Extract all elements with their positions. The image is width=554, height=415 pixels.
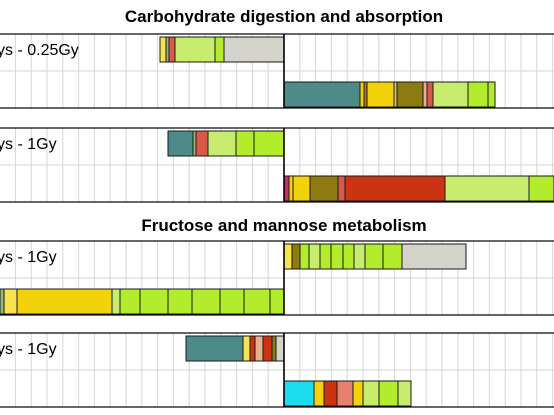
bar-segment-row2-11 bbox=[487, 81, 496, 108]
bar-segment-row2-7 bbox=[422, 81, 428, 108]
bar-segment-row2-3 bbox=[323, 380, 338, 407]
bar-segment-row1-3 bbox=[262, 335, 273, 362]
bar-segment-row2-2 bbox=[359, 81, 365, 108]
bar-segment-row1-5 bbox=[249, 335, 256, 362]
bar-segment-row1-2 bbox=[271, 335, 277, 362]
bar-segment-row2-7 bbox=[378, 380, 399, 407]
bar-segment-row2-1 bbox=[283, 81, 361, 108]
bar-segment-row1-10 bbox=[382, 243, 403, 270]
bar-segment-row2-9 bbox=[432, 81, 469, 108]
bar-segment-row1-4 bbox=[308, 243, 321, 270]
bar-segment-row2-2 bbox=[243, 288, 271, 315]
bar-segment-row2-4 bbox=[366, 81, 395, 108]
panel-label: ys - 1Gy bbox=[0, 341, 57, 358]
bar-segment-row2-11 bbox=[0, 288, 5, 315]
bar-segment-row1-4 bbox=[195, 130, 209, 157]
bar-segment-row1-3 bbox=[207, 130, 237, 157]
bar-segment-row2-6 bbox=[344, 175, 446, 202]
bar-segment-row1-3 bbox=[299, 243, 310, 270]
section-title-fructose: Fructose and mannose metabolism bbox=[141, 216, 426, 235]
bar-segment-row1-1 bbox=[223, 36, 285, 63]
bar-segment-row1-2 bbox=[235, 130, 255, 157]
bar-segment-row1-2 bbox=[291, 243, 301, 270]
bar-segment-row2-5 bbox=[337, 175, 346, 202]
panel-label: ys - 0.25Gy bbox=[0, 42, 79, 59]
bar-segment-row1-1 bbox=[275, 335, 285, 362]
bar-segment-row1-4 bbox=[254, 335, 264, 362]
panel-label: ys - 1Gy bbox=[0, 136, 57, 153]
bar-segment-row1-1 bbox=[253, 130, 285, 157]
bar-segment-row2-9 bbox=[16, 288, 113, 315]
bar-segment-row1-6 bbox=[159, 36, 167, 63]
bar-segment-row2-4 bbox=[191, 288, 221, 315]
bar-segment-row2-5 bbox=[352, 380, 364, 407]
panel-border bbox=[0, 33, 554, 109]
bar-segment-row1-7 bbox=[185, 335, 244, 362]
bar-segment-row1-9 bbox=[364, 243, 384, 270]
bar-segment-row2-8 bbox=[426, 81, 434, 108]
bar-segment-row2-2 bbox=[313, 380, 325, 407]
panel-fructose-1gy-a: ys - 1Gy bbox=[0, 240, 554, 316]
bar-segment-row1-6 bbox=[330, 243, 344, 270]
bar-segment-row1-2 bbox=[214, 36, 225, 63]
panel-fructose-1gy-b: ys - 1Gy bbox=[0, 332, 554, 408]
bar-segment-row1-4 bbox=[168, 36, 176, 63]
bar-segment-row2-10 bbox=[467, 81, 489, 108]
bar-segment-row2-10 bbox=[3, 288, 18, 315]
bar-segment-row2-1 bbox=[269, 288, 285, 315]
bar-segment-row2-5 bbox=[167, 288, 193, 315]
bar-segment-row2-1 bbox=[283, 380, 315, 407]
bar-segment-row2-4 bbox=[336, 380, 354, 407]
bar-segment-row1-6 bbox=[167, 130, 194, 157]
bar-segment-row2-6 bbox=[396, 81, 424, 108]
bar-segment-row2-6 bbox=[139, 288, 169, 315]
section-title-carbohydrate: Carbohydrate digestion and absorption bbox=[125, 7, 443, 26]
panel-border bbox=[0, 240, 554, 316]
bar-segment-row1-1 bbox=[283, 243, 293, 270]
panel-border bbox=[0, 332, 554, 408]
panel-carbohydrate-1gy: ys - 1Gy bbox=[0, 127, 554, 203]
bar-segment-row1-8 bbox=[353, 243, 366, 270]
bar-segment-row2-8 bbox=[111, 288, 121, 315]
bar-segment-row2-7 bbox=[444, 175, 530, 202]
bar-segment-row1-11 bbox=[401, 243, 467, 270]
bar-segment-row1-7 bbox=[342, 243, 355, 270]
panel-carbohydrate-0.25gy: ys - 0.25Gy bbox=[0, 33, 554, 109]
bar-segment-row2-6 bbox=[362, 380, 380, 407]
bar-segment-row1-6 bbox=[242, 335, 251, 362]
panel-label: ys - 1Gy bbox=[0, 249, 57, 266]
bar-segment-row2-3 bbox=[292, 175, 311, 202]
bar-segment-row2-3 bbox=[219, 288, 245, 315]
bar-segment-row2-7 bbox=[119, 288, 141, 315]
bar-segment-row2-8 bbox=[397, 380, 412, 407]
bar-segment-row1-3 bbox=[174, 36, 216, 63]
bar-segment-row2-4 bbox=[309, 175, 339, 202]
bar-segment-row2-8 bbox=[528, 175, 554, 202]
panel-border bbox=[0, 127, 554, 203]
bar-segment-row1-5 bbox=[319, 243, 332, 270]
bar-segment-row2-2 bbox=[288, 175, 294, 202]
